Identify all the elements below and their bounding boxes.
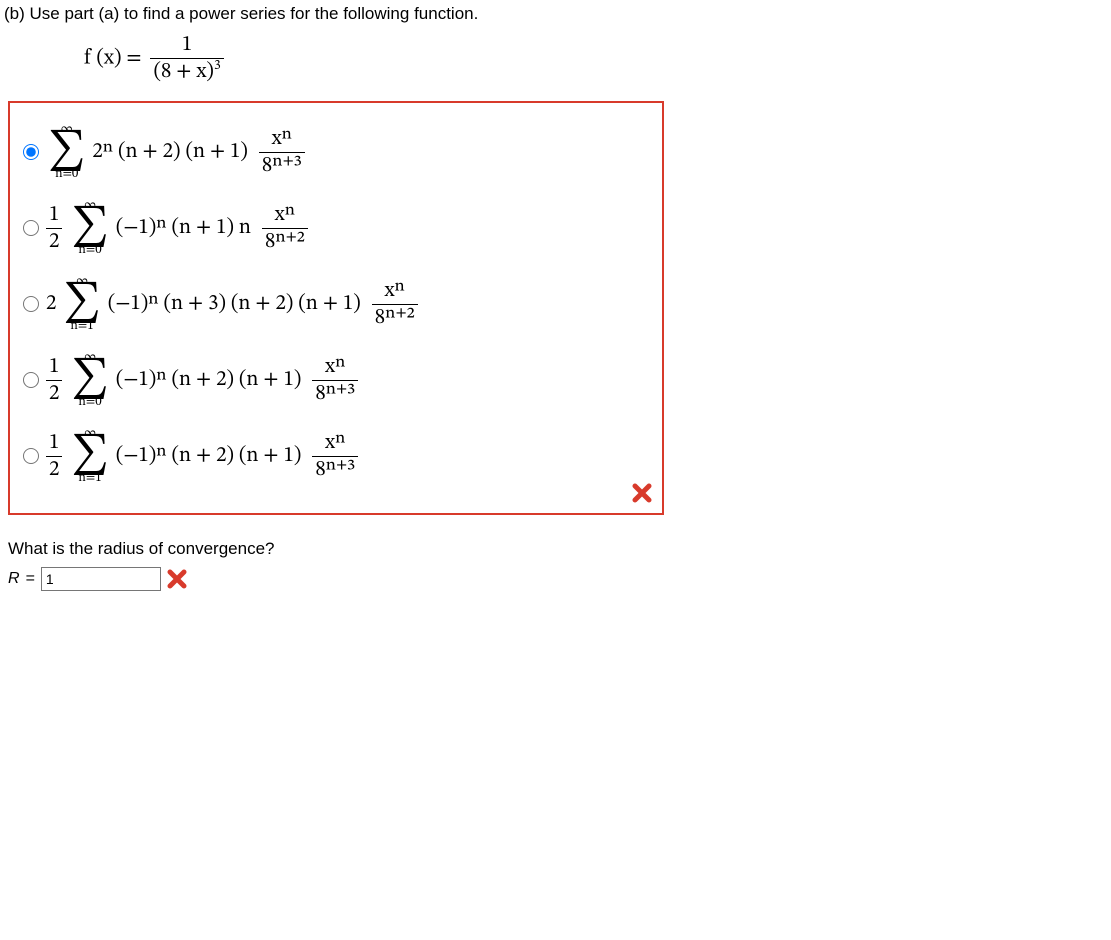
option-math: 1 2 ∞ ∑ n=1 (−1)ⁿ (n + 2) (n + 1) xⁿ 8ⁿ⁺… (46, 427, 358, 485)
question-text: (b) Use part (a) to find a power series … (4, 4, 1111, 24)
sigma-icon: ∑ (71, 212, 108, 242)
option-frac-num: xⁿ (312, 430, 358, 457)
option-frac-num: xⁿ (262, 202, 308, 229)
option-prefix-num: 1 (46, 354, 62, 381)
sigma-icon: ∑ (71, 364, 108, 394)
option-radio-3[interactable] (23, 296, 39, 312)
equals-sign: = (26, 570, 35, 588)
option-frac-den: 8ⁿ⁺² (262, 229, 308, 255)
option-frac-den: 8ⁿ⁺³ (259, 153, 305, 179)
option-body: 2ⁿ (n + 2) (n + 1) (92, 141, 248, 162)
option-row: 1 2 ∞ ∑ n=1 (−1)ⁿ (n + 2) (n + 1) xⁿ 8ⁿ⁺… (16, 427, 656, 485)
option-row: 1 2 ∞ ∑ n=0 (−1)ⁿ (n + 2) (n + 1) xⁿ 8ⁿ⁺… (16, 351, 656, 409)
option-math: ∞ ∑ n=0 2ⁿ (n + 2) (n + 1) xⁿ 8ⁿ⁺³ (46, 123, 305, 181)
sigma-icon: ∑ (48, 136, 85, 166)
option-frac-num: xⁿ (312, 354, 358, 381)
eq-lhs: f (x) = (84, 47, 142, 68)
eq-frac-den-base: (8 + x) (153, 61, 213, 82)
radius-input[interactable] (41, 567, 161, 591)
option-math: 1 2 ∞ ∑ n=0 (−1)ⁿ (n + 2) (n + 1) xⁿ 8ⁿ⁺… (46, 351, 358, 409)
incorrect-icon (632, 483, 652, 503)
option-prefix: 2 (46, 293, 56, 314)
option-math: 1 2 ∞ ∑ n=0 (−1)ⁿ (n + 1) n xⁿ 8ⁿ⁺² (46, 199, 308, 257)
radius-prompt: What is the radius of convergence? (8, 539, 1111, 559)
option-row: 1 2 ∞ ∑ n=0 (−1)ⁿ (n + 1) n xⁿ 8ⁿ⁺² (16, 199, 656, 257)
option-body: (−1)ⁿ (n + 1) n (116, 217, 251, 238)
eq-frac-den-exp: 3 (214, 60, 221, 73)
option-radio-2[interactable] (23, 220, 39, 236)
option-frac-den: 8ⁿ⁺³ (312, 381, 358, 407)
option-frac-den: 8ⁿ⁺² (372, 305, 418, 331)
sigma-icon: ∑ (71, 440, 108, 470)
option-radio-4[interactable] (23, 372, 39, 388)
option-frac-den: 8ⁿ⁺³ (312, 457, 358, 483)
eq-frac-num: 1 (150, 32, 223, 59)
option-prefix-den: 2 (46, 381, 62, 407)
option-row: ∞ ∑ n=0 2ⁿ (n + 2) (n + 1) xⁿ 8ⁿ⁺³ (16, 123, 656, 181)
option-prefix-den: 2 (46, 457, 62, 483)
option-radio-1[interactable] (23, 144, 39, 160)
option-frac-num: xⁿ (372, 278, 418, 305)
option-frac-num: xⁿ (259, 126, 305, 153)
option-prefix-num: 1 (46, 430, 62, 457)
option-prefix-num: 1 (46, 202, 62, 229)
option-radio-5[interactable] (23, 448, 39, 464)
option-body: (−1)ⁿ (n + 2) (n + 1) (116, 369, 302, 390)
question-equation: f (x) = 1 (8 + x)3 (84, 32, 1111, 85)
option-row: 2 ∞ ∑ n=1 (−1)ⁿ (n + 3) (n + 2) (n + 1) … (16, 275, 656, 333)
option-math: 2 ∞ ∑ n=1 (−1)ⁿ (n + 3) (n + 2) (n + 1) … (46, 275, 418, 333)
option-body: (−1)ⁿ (n + 3) (n + 2) (n + 1) (108, 293, 361, 314)
options-feedback-box: ∞ ∑ n=0 2ⁿ (n + 2) (n + 1) xⁿ 8ⁿ⁺³ 1 2 ∞… (8, 101, 664, 515)
incorrect-icon (167, 569, 187, 589)
sigma-icon: ∑ (63, 288, 100, 318)
option-body: (−1)ⁿ (n + 2) (n + 1) (116, 445, 302, 466)
option-prefix-den: 2 (46, 229, 62, 255)
radius-label: R (8, 570, 20, 588)
